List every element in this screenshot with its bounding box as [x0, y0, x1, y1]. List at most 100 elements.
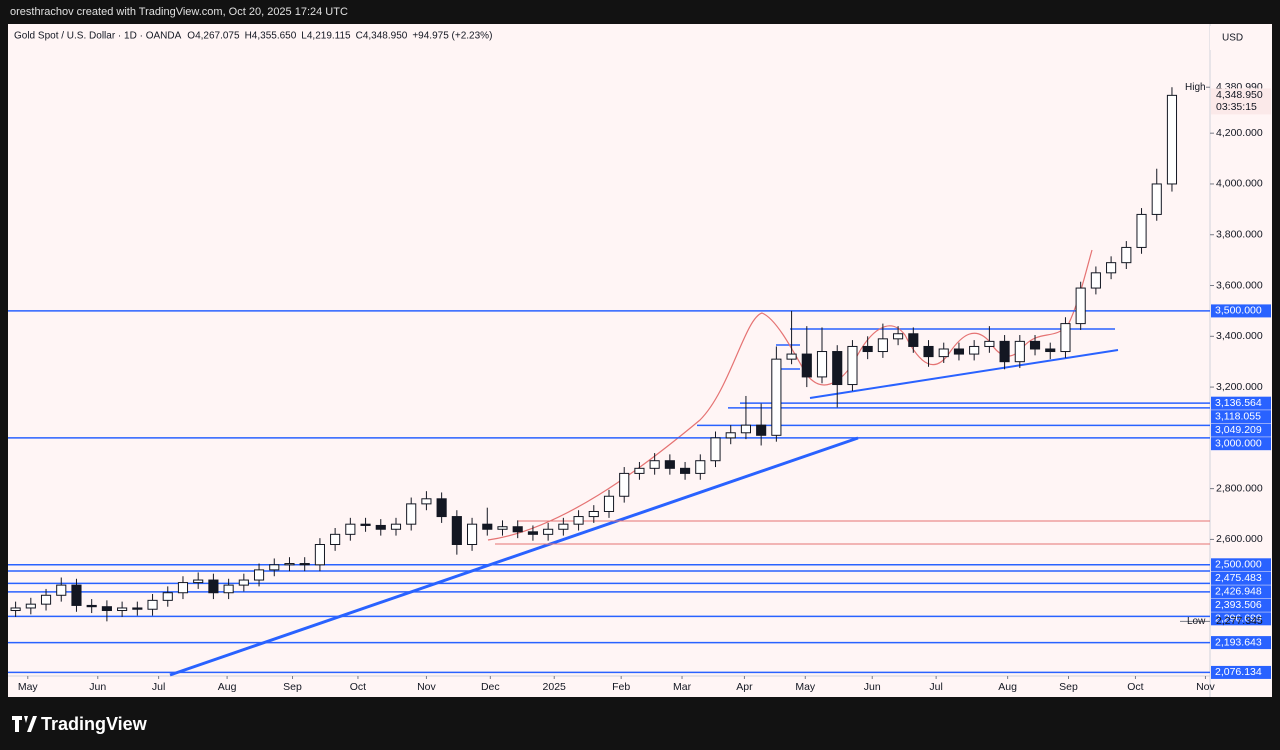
candle-body	[253, 569, 265, 581]
level-label: 2,076.134	[1215, 666, 1262, 678]
currency-button[interactable]	[1210, 26, 1268, 50]
x-tick-label: Mar	[673, 681, 692, 693]
ohlc-value: 4,348.950	[363, 31, 408, 42]
candle-body	[756, 424, 767, 436]
brand-name: TradingView	[41, 714, 148, 734]
candle-body	[847, 345, 858, 386]
candle-body	[740, 424, 752, 434]
candle-body	[117, 607, 128, 612]
change: +94.975 (+2.23%)	[412, 31, 492, 42]
x-tick-label: Aug	[998, 681, 1017, 693]
candle-body	[664, 460, 675, 469]
candle-body	[1090, 272, 1101, 289]
candle-body	[893, 333, 904, 340]
candle-body	[421, 498, 432, 505]
currency[interactable]: USD	[1222, 33, 1243, 44]
x-tick-label: Nov	[417, 681, 436, 693]
low-marker-text: Low	[1187, 616, 1206, 627]
candle-body	[680, 467, 691, 474]
candle-body	[482, 523, 493, 530]
trendline	[809, 349, 1119, 399]
candle-body	[938, 348, 949, 358]
countdown: 03:35:15	[1216, 101, 1257, 113]
candle-body	[558, 523, 569, 530]
credit: oresthrachov created with TradingView.co…	[10, 6, 348, 18]
x-tick-label: Jul	[929, 681, 942, 693]
x-tick-label: Jul	[152, 681, 165, 693]
y-tick-label: 3,200.000	[1216, 381, 1263, 393]
candle-body	[588, 510, 599, 518]
x-tick-label: May	[795, 681, 816, 693]
level-label-box	[1211, 396, 1271, 410]
level-label: 2,193.643	[1215, 636, 1262, 648]
x-tick-label: Aug	[218, 681, 237, 693]
candle-body	[816, 351, 828, 378]
candle-body	[603, 495, 615, 512]
last-price-box	[1211, 88, 1271, 115]
candle-body	[786, 353, 797, 360]
y-tick-label: 3,800.000	[1216, 229, 1263, 241]
candle-body	[1151, 183, 1162, 215]
candle-body	[543, 528, 554, 535]
x-tick-label: Apr	[736, 681, 753, 693]
candle-body	[1029, 340, 1041, 350]
candle-body	[649, 460, 660, 469]
candle-body	[223, 584, 234, 594]
symbol: Gold Spot / U.S. Dollar · 1D · OANDA	[14, 31, 182, 42]
level-label: 3,049.209	[1215, 424, 1262, 436]
low-marker-label: 2,277.345	[1216, 615, 1263, 627]
candle-body	[999, 340, 1010, 363]
candle-body	[573, 516, 584, 525]
level-label-box	[1211, 612, 1271, 626]
high-marker-text: High	[1185, 82, 1206, 93]
level-label: 3,136.564	[1215, 397, 1262, 409]
candle-body	[953, 348, 965, 355]
ohlc-value: 4,355.650	[252, 31, 297, 42]
level-label: 2,500.000	[1215, 559, 1262, 571]
x-tick-label: Nov	[1196, 681, 1215, 693]
candle-body	[193, 579, 204, 584]
level-label: 3,118.055	[1215, 410, 1261, 422]
axes: 2,600.000 2,800.000 3,200.000 3,400.000 3,60…	[18, 81, 1271, 693]
candle-body	[832, 351, 843, 386]
candle-body	[284, 563, 295, 566]
candle-body	[527, 531, 538, 535]
level-label-box	[1211, 437, 1271, 451]
candle-body	[1136, 213, 1147, 248]
y-tick-label: 4,200.000	[1216, 127, 1263, 139]
candle-body	[877, 338, 888, 353]
x-tick-label: Sep	[283, 681, 302, 693]
candle-body	[86, 604, 97, 608]
x-tick-label: Jun	[89, 681, 106, 693]
candle-body	[177, 582, 189, 594]
candle-body	[619, 472, 630, 497]
level-label: 3,500.000	[1215, 305, 1262, 317]
chart-area	[8, 24, 1272, 697]
level-label-box	[1211, 598, 1271, 612]
candle-body	[238, 579, 249, 586]
candle-body	[299, 563, 310, 566]
candle-body	[132, 607, 143, 610]
x-tick-label: Oct	[1127, 681, 1143, 693]
candle-body	[1014, 340, 1025, 363]
candle-body	[10, 607, 21, 612]
candles	[10, 87, 1178, 622]
brand-logo	[12, 716, 37, 732]
level-label: 2,296.699	[1215, 613, 1262, 625]
candle-body	[801, 353, 812, 378]
x-tick-label: 2025	[543, 681, 567, 693]
candle-body	[360, 523, 371, 526]
y-tick-label: 4,000.000	[1216, 178, 1263, 190]
level-label-box	[1211, 558, 1271, 572]
candle-body	[162, 592, 173, 601]
level-label: 3,000.000	[1215, 437, 1262, 449]
ohlc-key: L	[301, 31, 307, 42]
x-tick-label: Feb	[612, 681, 630, 693]
candle-body	[147, 599, 158, 610]
level-label-box	[1211, 665, 1271, 679]
candle-body	[862, 345, 873, 353]
candle-body	[634, 467, 645, 474]
x-tick-label: May	[18, 681, 39, 693]
candle-body	[330, 533, 341, 545]
